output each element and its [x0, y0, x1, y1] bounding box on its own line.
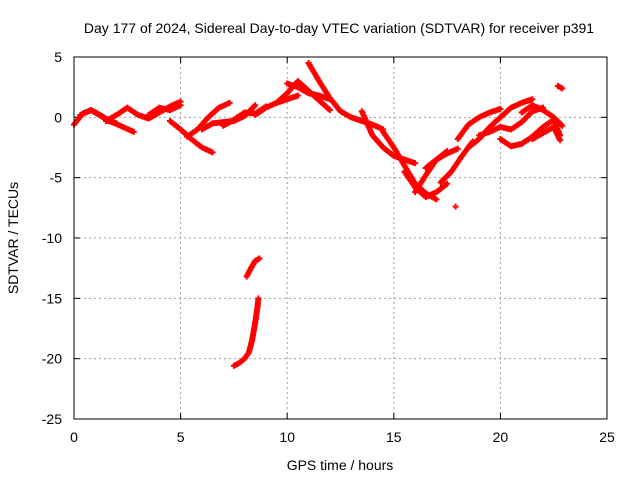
- x-tick-label: 10: [279, 429, 295, 445]
- x-tick-label: 25: [599, 429, 615, 445]
- data-point: [412, 160, 419, 167]
- data-point: [433, 196, 440, 203]
- plot-frame: [73, 56, 608, 420]
- series-t19: [454, 105, 504, 143]
- data-point: [209, 149, 216, 156]
- x-axis-label: GPS time / hours: [287, 457, 394, 473]
- data-point: [226, 99, 233, 106]
- series-t28: [243, 255, 263, 280]
- y-axis-label: SDTVAR / TECUs: [5, 182, 21, 294]
- y-tick-label: 0: [54, 109, 62, 125]
- series-t24: [529, 123, 564, 144]
- series-t27: [230, 295, 262, 369]
- data-point: [497, 105, 504, 112]
- data-point: [452, 203, 459, 210]
- data-point: [294, 92, 301, 99]
- x-tick-label: 20: [493, 429, 509, 445]
- x-tick-label: 5: [177, 429, 185, 445]
- series-t4: [145, 102, 184, 118]
- data-point: [252, 102, 259, 109]
- data-point: [529, 96, 536, 103]
- series-t6: [183, 99, 233, 140]
- data-point: [130, 128, 137, 135]
- y-tick-label: -25: [42, 411, 62, 427]
- data-point: [177, 102, 184, 109]
- data-points: [71, 60, 566, 369]
- series-t23: [518, 102, 566, 129]
- x-tick-label: 0: [70, 429, 78, 445]
- series-t18: [437, 138, 476, 186]
- data-point: [444, 180, 451, 187]
- tick-labels: 0 5 10 15 20 25 5 0 -5 -10 -15 -20 -25: [42, 49, 615, 445]
- y-tick-label: -5: [50, 170, 63, 186]
- series-t26: [452, 203, 459, 210]
- y-tick-label: -20: [42, 351, 62, 367]
- chart-title: Day 177 of 2024, Sidereal Day-to-day VTE…: [84, 20, 594, 36]
- x-tick-label: 15: [386, 429, 402, 445]
- y-tick-label: -10: [42, 230, 62, 246]
- y-tick-label: 5: [54, 49, 62, 65]
- series-t17: [422, 145, 461, 172]
- data-point: [256, 255, 263, 262]
- series-t25: [554, 82, 566, 92]
- data-point: [454, 145, 461, 152]
- data-point: [255, 295, 262, 302]
- y-tick-label: -15: [42, 290, 62, 306]
- data-point: [326, 107, 333, 114]
- data-point: [557, 137, 564, 144]
- series-t15: [401, 168, 451, 200]
- data-point: [559, 122, 566, 129]
- data-point: [559, 85, 566, 92]
